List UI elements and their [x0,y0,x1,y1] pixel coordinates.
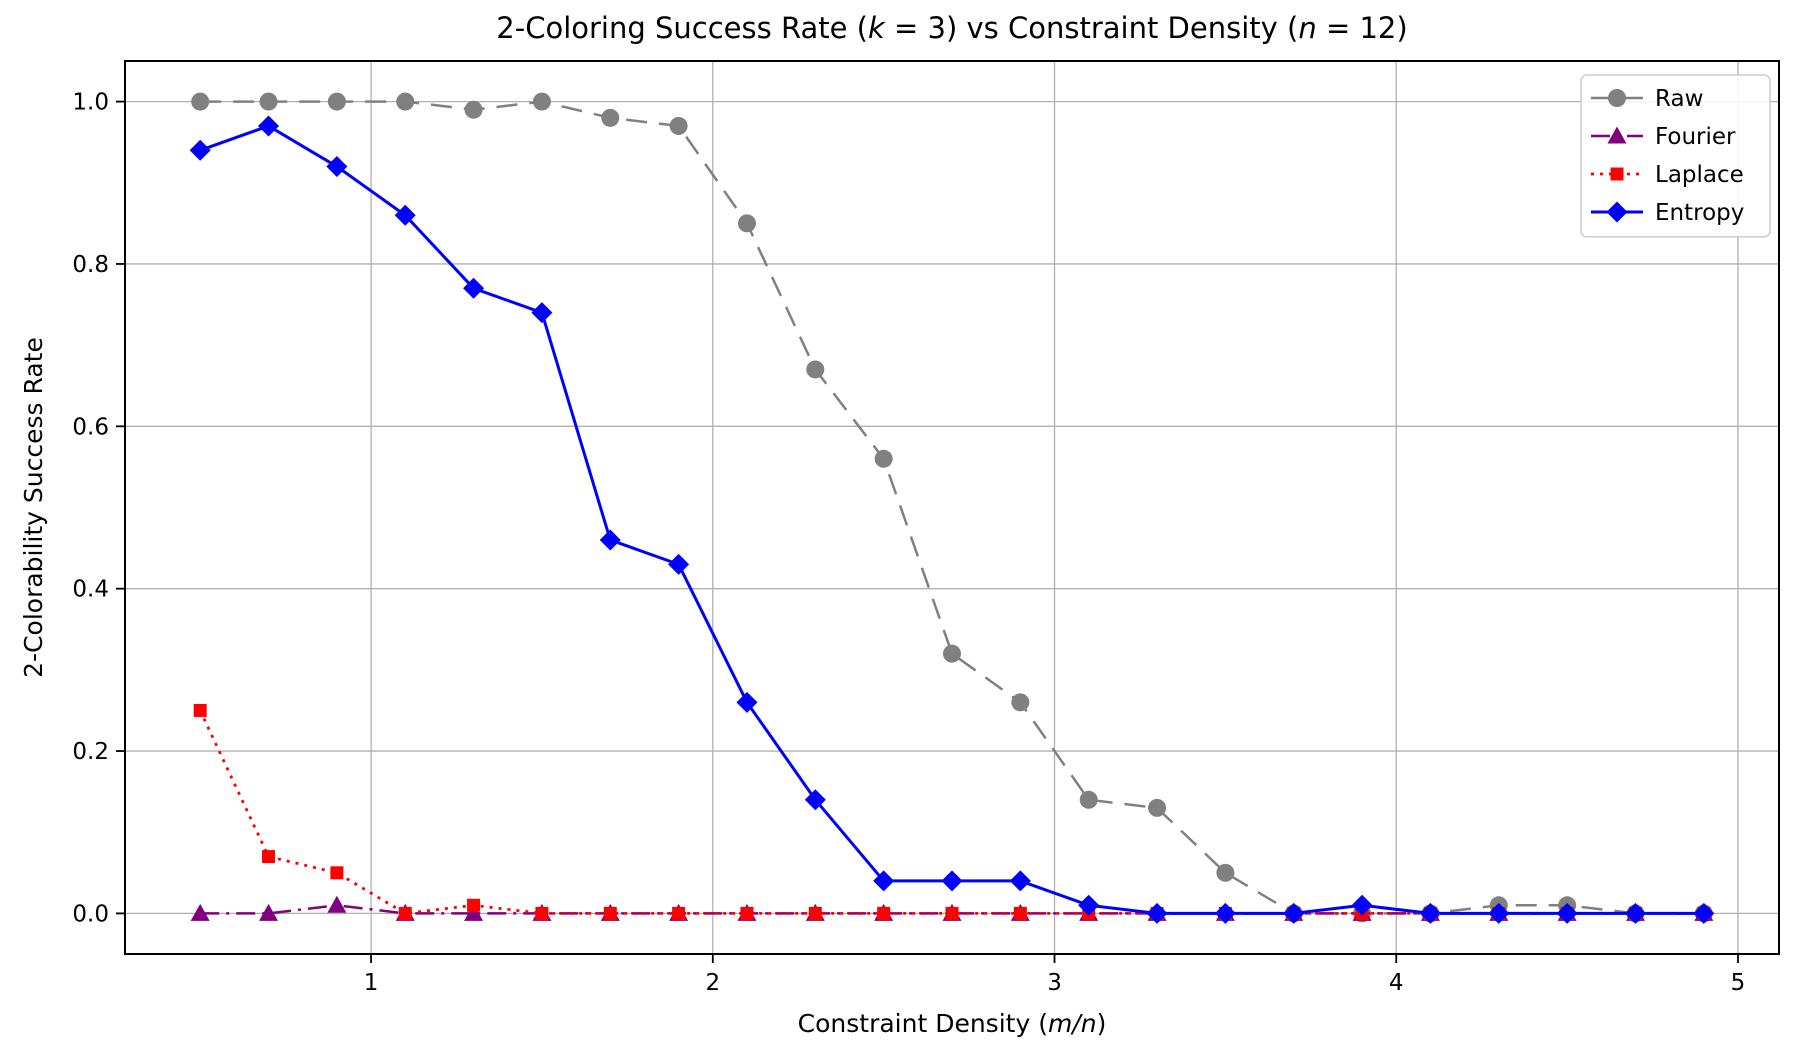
y-axis-label: 2-Colorability Success Rate [19,337,48,678]
diamond-marker [1283,902,1305,924]
diamond-marker [531,302,553,324]
series-line-raw [200,100,1704,915]
square-marker [330,866,344,880]
diamond-marker [189,139,211,161]
y-tick-label: 0.6 [72,414,109,440]
y-tick-label: 0.4 [72,577,109,603]
legend: Raw Fourier Laplace Entropy [1580,74,1771,238]
x-tick-label: 2 [705,970,720,996]
diamond-marker [941,870,963,892]
circle-marker [191,92,210,111]
legend-item-raw: Raw [1591,86,1703,112]
diamond-marker [1009,870,1031,892]
square-marker [672,906,686,920]
square-marker [193,703,207,717]
circle-marker [327,92,346,111]
legend-label: Entropy [1655,200,1744,226]
y-tick-label: 0.2 [72,739,109,765]
diamond-marker [599,529,621,551]
tick-labels: 1 2 3 4 5 0.0 0.2 0.4 0.6 0.8 1.0 [72,90,1745,996]
diamond-marker [1488,902,1510,924]
diamond-marker [394,204,416,226]
diamond-marker [1624,902,1646,924]
diamond-marker [804,789,826,811]
triangle-marker [464,903,484,921]
circle-marker [943,644,961,663]
diamond-marker [1693,902,1715,924]
series-entropy [189,115,1715,924]
legend-label: Raw [1655,86,1703,112]
diamond-marker [258,115,280,137]
series-line-entropy [199,124,1704,915]
x-tick-label: 3 [1047,970,1062,996]
diamond-marker [873,870,895,892]
x-tick-label: 4 [1389,970,1404,996]
circle-marker [259,92,278,111]
x-tick-label: 1 [364,970,379,996]
square-marker [1013,906,1027,920]
x-axis-label: Constraint Density (m/n) [798,1009,1107,1038]
circle-marker [1011,693,1030,712]
diamond-marker [1419,902,1441,924]
circle-marker [396,92,415,111]
legend-label: Laplace [1655,162,1744,188]
circle-marker [1079,790,1098,809]
diamond-marker [736,691,758,713]
diamond-marker [326,156,348,178]
diamond-marker [1214,902,1236,924]
square-marker [398,906,412,920]
y-tick-label: 1.0 [72,90,109,116]
legend-label: Fourier [1655,124,1736,150]
legend-item-laplace: Laplace [1591,162,1744,188]
diamond-marker [1606,201,1628,223]
circle-marker [1148,798,1167,817]
circle-marker [1216,863,1235,882]
legend-box [1580,74,1771,238]
circle-marker [669,116,688,135]
diamond-marker [1556,902,1578,924]
legend-item-fourier: Fourier [1591,124,1736,150]
legend-item-entropy: Entropy [1591,200,1744,226]
circle-marker [806,360,825,379]
plot-border [124,60,1780,955]
square-marker [467,898,481,912]
triangle-marker [190,903,210,921]
diamond-marker [1078,894,1100,916]
square-marker [740,906,754,920]
circle-marker [1608,89,1626,107]
square-marker [262,850,276,864]
y-tick-label: 0.8 [72,252,109,278]
diamond-marker [1146,902,1168,924]
triangle-marker [1607,126,1627,144]
chart-title: 2-Coloring Success Rate (k = 3) vs Const… [496,11,1407,45]
diamond-marker [463,277,485,299]
diamond-marker [1351,894,1373,916]
circle-marker [532,92,551,111]
x-tick-label: 5 [1731,970,1746,996]
circle-marker [464,100,483,119]
circle-marker [874,449,893,468]
circle-marker [601,108,620,127]
square-marker [877,906,891,920]
square-marker [603,906,617,920]
circle-marker [737,214,756,233]
triangle-marker [259,903,279,921]
grid [125,61,1779,954]
series-raw [191,92,1713,923]
square-marker [535,906,549,920]
square-marker [808,906,822,920]
y-tick-label: 0.0 [72,901,109,927]
square-marker [945,906,959,920]
square-marker [1610,167,1624,181]
triangle-marker [327,895,347,913]
diamond-marker [668,553,690,575]
axis-ticks [116,100,1739,963]
